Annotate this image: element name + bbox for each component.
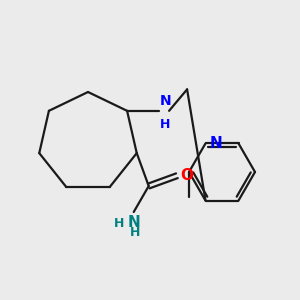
Text: N: N [160, 94, 172, 108]
Text: N: N [209, 136, 222, 151]
Text: O: O [180, 168, 193, 183]
Text: H: H [130, 226, 140, 239]
Text: N: N [127, 215, 140, 230]
Text: H: H [114, 217, 125, 230]
Text: H: H [160, 118, 170, 131]
